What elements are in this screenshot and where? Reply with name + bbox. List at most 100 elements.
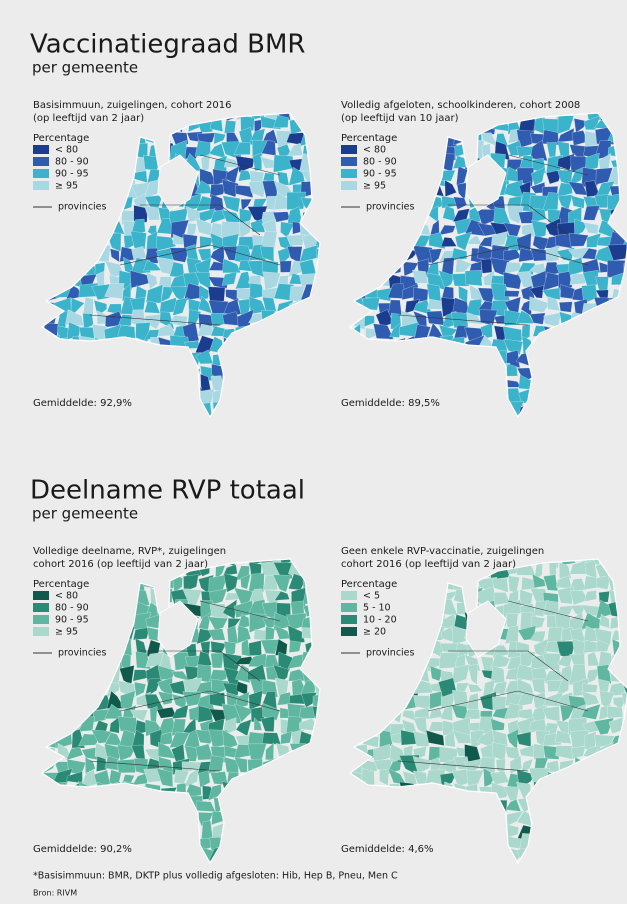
municipality xyxy=(584,222,599,234)
municipality xyxy=(56,233,72,251)
municipality xyxy=(172,814,188,826)
municipality xyxy=(375,232,391,246)
municipality xyxy=(441,822,454,840)
municipality xyxy=(575,326,582,339)
municipality xyxy=(53,272,70,287)
municipality xyxy=(54,666,73,682)
municipality xyxy=(582,782,602,800)
legend-swatch xyxy=(33,603,49,612)
municipality xyxy=(623,822,627,836)
municipality xyxy=(65,365,83,379)
municipality xyxy=(326,795,345,811)
municipality xyxy=(27,692,46,710)
average: Gemiddelde: 89,5% xyxy=(341,398,440,409)
municipality xyxy=(253,153,262,171)
municipality xyxy=(582,377,602,390)
municipality xyxy=(334,640,352,656)
municipality xyxy=(238,349,248,366)
municipality xyxy=(252,340,264,356)
municipality xyxy=(235,853,255,866)
municipality xyxy=(546,808,560,826)
municipality xyxy=(608,600,622,617)
municipality xyxy=(349,781,366,801)
municipality xyxy=(187,375,199,394)
municipality xyxy=(27,296,47,312)
municipality xyxy=(41,668,59,682)
municipality xyxy=(582,834,600,852)
municipality xyxy=(208,617,228,631)
municipality xyxy=(418,197,429,209)
municipality xyxy=(414,374,429,390)
municipality xyxy=(440,336,453,353)
municipality xyxy=(543,575,558,591)
municipality xyxy=(293,351,306,366)
municipality xyxy=(557,771,571,789)
municipality xyxy=(34,375,46,394)
municipality xyxy=(414,172,432,185)
municipality xyxy=(104,589,121,606)
municipality xyxy=(132,353,148,366)
municipality xyxy=(41,272,59,287)
municipality xyxy=(543,860,559,878)
municipality xyxy=(300,379,320,394)
municipality xyxy=(32,337,47,354)
municipality xyxy=(621,283,627,304)
municipality xyxy=(287,770,303,787)
municipality xyxy=(430,799,444,813)
municipality xyxy=(350,415,367,434)
municipality xyxy=(559,379,573,393)
municipality xyxy=(315,795,330,810)
section-title: Vaccinatiegraad BMR xyxy=(30,30,306,60)
municipality xyxy=(352,272,366,286)
municipality xyxy=(159,362,175,380)
municipality xyxy=(227,626,238,644)
municipality xyxy=(134,682,146,696)
municipality xyxy=(249,839,263,848)
municipality xyxy=(302,323,313,341)
municipality xyxy=(386,664,406,679)
municipality xyxy=(621,220,627,232)
municipality xyxy=(326,782,343,798)
municipality xyxy=(69,376,81,392)
municipality xyxy=(144,834,161,850)
municipality xyxy=(57,795,73,810)
municipality xyxy=(273,835,292,849)
legend-label: 5 - 10 xyxy=(363,603,391,614)
municipality xyxy=(403,627,415,644)
municipality xyxy=(286,322,304,338)
municipality xyxy=(84,823,95,835)
municipality xyxy=(608,794,624,812)
municipality xyxy=(571,746,585,759)
municipality xyxy=(622,742,627,763)
municipality xyxy=(145,783,160,800)
municipality xyxy=(30,796,46,812)
footnote: *Basisimmuun: BMR, DKTP plus volledig af… xyxy=(33,871,398,882)
municipality xyxy=(40,349,60,366)
municipality xyxy=(265,627,274,640)
municipality xyxy=(147,401,161,417)
municipality xyxy=(161,850,172,867)
municipality xyxy=(265,743,273,761)
municipality xyxy=(611,655,624,672)
municipality xyxy=(612,361,624,379)
municipality xyxy=(78,336,95,356)
municipality xyxy=(451,861,469,878)
municipality xyxy=(45,220,54,238)
municipality xyxy=(31,324,41,342)
municipality xyxy=(622,363,627,381)
municipality xyxy=(91,147,110,158)
legend-swatch xyxy=(341,181,357,190)
average: Gemiddelde: 92,9% xyxy=(33,398,132,409)
legend-swatch xyxy=(33,627,49,636)
municipality xyxy=(144,809,158,825)
municipality xyxy=(623,761,627,774)
municipality xyxy=(607,866,626,879)
municipality xyxy=(419,824,428,838)
municipality xyxy=(363,717,381,733)
legend-title: Percentage xyxy=(341,133,397,144)
municipality xyxy=(366,704,376,721)
municipality xyxy=(124,362,137,378)
municipality xyxy=(452,808,472,826)
municipality xyxy=(54,376,73,393)
municipality xyxy=(479,377,497,393)
